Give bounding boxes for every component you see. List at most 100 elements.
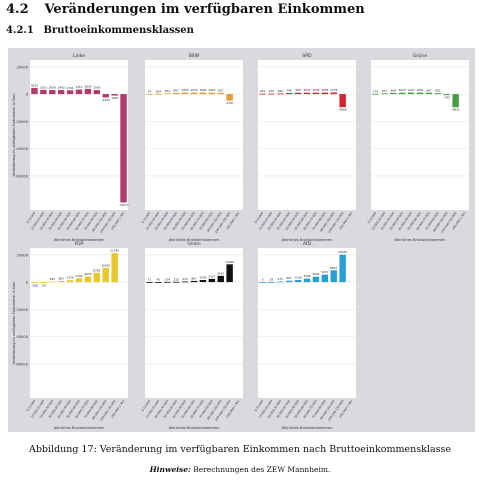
bar [285, 93, 293, 95]
bar [312, 276, 320, 283]
bar [443, 94, 450, 96]
bar [146, 281, 153, 283]
y-tick-label: 20000 [17, 253, 29, 257]
bar [416, 92, 424, 95]
chart-title: Union [187, 241, 200, 247]
bar [226, 264, 233, 283]
y-tick-label: 20000 [17, 65, 29, 69]
plot-area [371, 60, 469, 210]
bar [164, 93, 171, 95]
bar [285, 280, 293, 283]
x-tick-label: 0-10.000 [254, 399, 265, 412]
y-tick-label: -60000 [15, 174, 28, 178]
data-label: -29 [41, 283, 46, 287]
bar [172, 92, 180, 95]
bar [84, 88, 92, 95]
data-label: 1526 [199, 276, 206, 280]
x-tick-label: 0-10.000 [367, 211, 378, 224]
data-label: 283 [50, 277, 56, 281]
figure-caption: Abbildung 17: Veränderung im verfügbaren… [28, 444, 451, 455]
subsection-heading: 4.2.1 Bruttoeinkommensklassen [6, 25, 194, 36]
data-label: 2942 [58, 86, 65, 90]
bar [57, 90, 65, 95]
bar [425, 92, 433, 95]
data-label: 1038 [312, 88, 319, 92]
data-label: 1378 [67, 276, 74, 280]
data-label: 45 [157, 278, 161, 282]
bar [268, 93, 275, 95]
data-label: 1074 [190, 88, 197, 92]
figure-note: Hinweise: Berechnungen des ZEW Mannheim. [0, 465, 480, 474]
data-label: 2936 [93, 86, 100, 90]
chart-title: SPD [302, 53, 312, 59]
data-label: 867 [191, 276, 197, 280]
data-label: 1093 [321, 88, 328, 92]
data-label: 28 [270, 278, 274, 282]
data-label: 2327 [208, 274, 215, 278]
x-tick-label: 0-10.000 [26, 399, 37, 412]
data-label: 13040 [225, 260, 234, 264]
data-label: 997 [287, 276, 293, 280]
bar [66, 280, 74, 283]
bar [208, 92, 216, 95]
section-number: 4.2 [6, 2, 29, 17]
data-label: 504 [165, 89, 171, 93]
figure-panel-grid: Linke 20000 0 -20000 -40000 -60000 Veränderung… [8, 48, 475, 432]
bar [372, 93, 379, 95]
bar [277, 281, 284, 283]
data-label: 1023 [208, 88, 215, 92]
bar [190, 280, 198, 283]
data-label: 0 [262, 278, 264, 282]
bar [217, 92, 224, 95]
bar [155, 93, 162, 95]
data-label: 71 [148, 277, 152, 281]
data-label: 8657 [330, 266, 337, 270]
x-tick-label: 0-10.000 [141, 211, 152, 224]
data-label: 204 [156, 89, 162, 93]
bar [390, 92, 397, 95]
bar [199, 92, 207, 95]
y-tick-label: -20000 [15, 308, 28, 312]
bar [330, 92, 337, 95]
data-label: 907 [218, 88, 224, 92]
bar [93, 90, 101, 95]
y-tick-label: 0 [26, 281, 29, 285]
x-axis-label: Jährliches Bruttoeinkommen [53, 426, 105, 430]
bar [294, 92, 302, 95]
bar [111, 94, 118, 96]
bar [57, 280, 65, 283]
chart-title: AfD [303, 241, 312, 247]
data-label: 2761 [67, 86, 74, 90]
bar [49, 281, 56, 283]
y-tick-label: -20000 [15, 120, 28, 124]
bar [172, 281, 180, 283]
section-heading: 4.2 Veränderungen im verfügbaren Einkomm… [6, 2, 365, 17]
data-label: 413 [182, 277, 188, 281]
bar [277, 93, 284, 95]
data-label: -9569 [339, 108, 347, 112]
bar [339, 254, 346, 283]
x-axis-label: Jährliches Bruttoeinkommen [168, 238, 220, 242]
bar [190, 92, 198, 95]
bar [155, 282, 162, 283]
data-label: 275 [269, 89, 275, 93]
chart-panel-grne: Grüne 178 557 868 1013 1103 1052 967 682-762 -963… [367, 53, 469, 242]
data-label: -79473 [119, 203, 129, 207]
y-tick-label: -40000 [15, 335, 28, 339]
note-text: Berechnungen des ZEW Mannheim. [193, 465, 331, 474]
y-axis-label: Veränderung im verfügbaren Einkommen in … [12, 93, 16, 176]
data-label: 3103 [40, 85, 47, 89]
y-tick-label: -40000 [15, 147, 28, 151]
x-tick-label: 0-10.000 [26, 211, 37, 224]
bar [294, 279, 302, 283]
data-label: 682 [435, 89, 441, 93]
chart-panel-bsw: BSW 76 204 504 807 1063 1074 1092 1023 907 -4767 0-… [141, 53, 243, 242]
x-tick-label: 0-10.000 [254, 211, 265, 224]
data-label: 557 [382, 89, 388, 93]
bar [452, 94, 459, 108]
bar [321, 274, 329, 283]
bar [93, 272, 101, 283]
